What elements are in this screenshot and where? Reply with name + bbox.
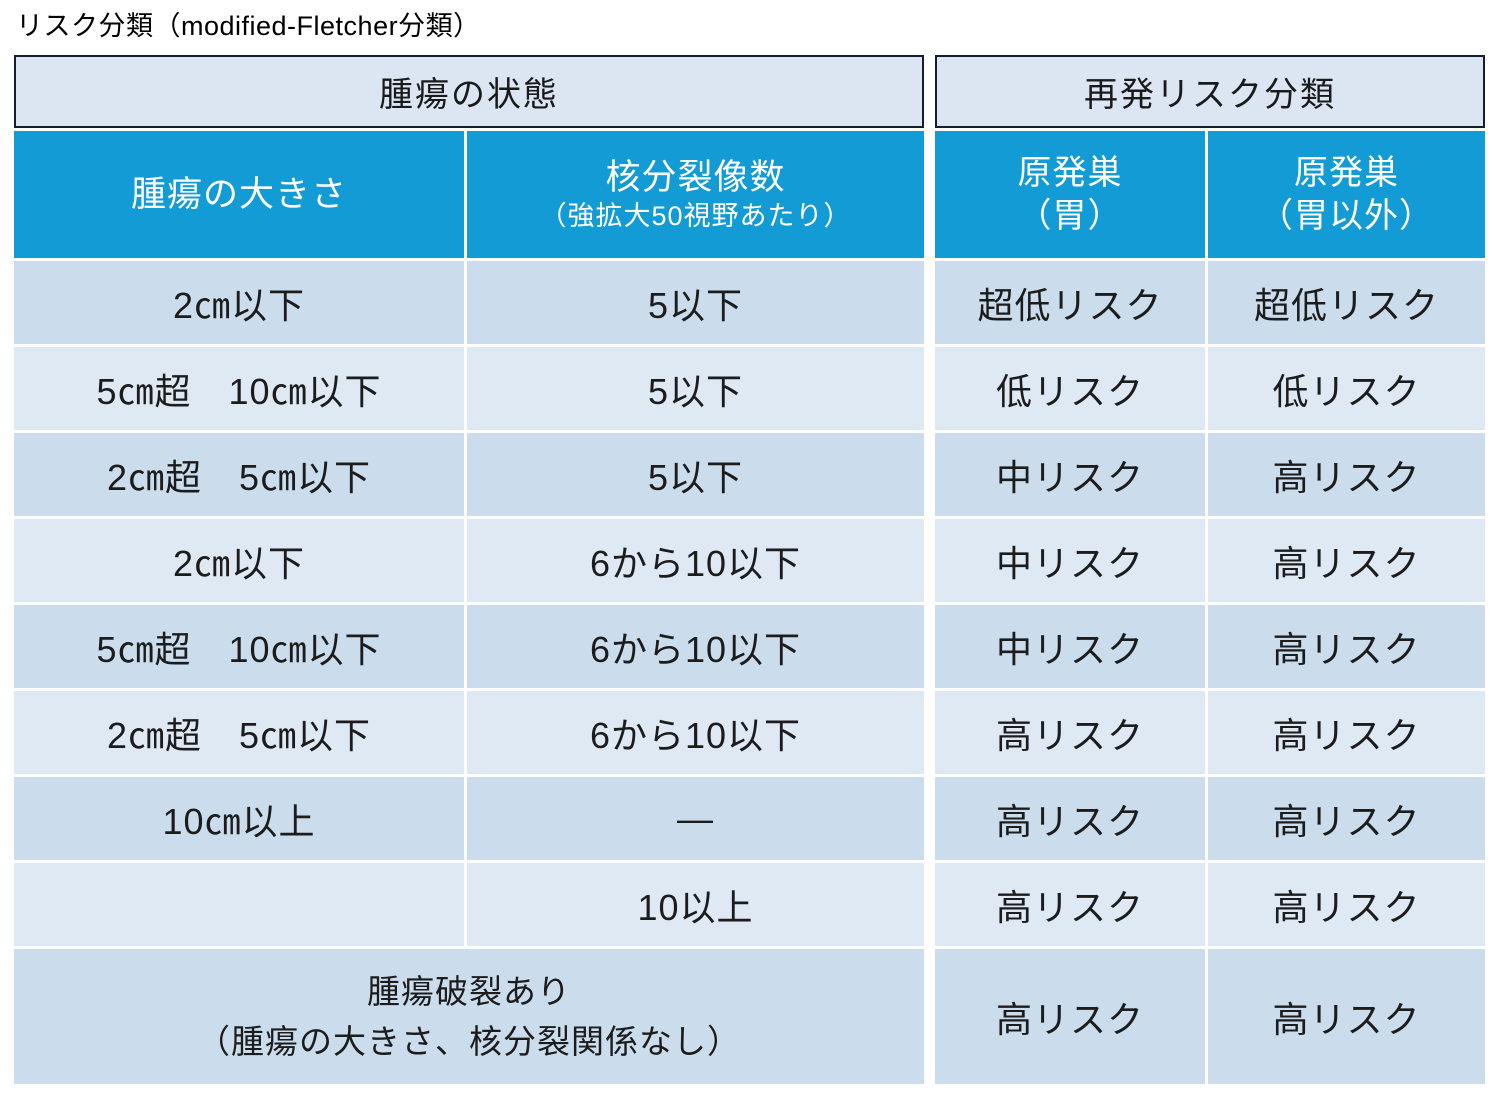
cell-r9-stomach-risk: 高リスク: [935, 949, 1205, 1084]
cell-r5-size: 5㎝超 10㎝以下: [14, 605, 464, 688]
column-header-primary-stomach-sublabel: （胃）: [1017, 196, 1123, 235]
cell-r3-stomach-risk: 中リスク: [935, 433, 1205, 516]
cell-r4-non-stomach-risk: 高リスク: [1208, 519, 1485, 602]
risk-classification-table: 腫瘍の状態 再発リスク分類 腫瘍の大きさ 核分裂像数 （強拡大50視野あたり） …: [14, 55, 1485, 1084]
column-header-primary-non-stomach-label: 原発巣: [1294, 154, 1399, 192]
cell-r7-size: 10㎝以上: [14, 777, 464, 860]
cell-r5-non-stomach-risk: 高リスク: [1208, 605, 1485, 688]
cell-r6-stomach-risk: 高リスク: [935, 691, 1205, 774]
cell-r9-rupture-line1: 腫瘍破裂あり: [367, 973, 571, 1010]
cell-r2-non-stomach-risk: 低リスク: [1208, 347, 1485, 430]
cell-r9-rupture: 腫瘍破裂あり （腫瘍の大きさ、核分裂関係なし）: [14, 949, 924, 1084]
cell-r1-mitotic: 5以下: [467, 261, 924, 344]
group-header-tumor-state: 腫瘍の状態: [14, 55, 924, 128]
page-title: リスク分類（modified-Fletcher分類）: [16, 11, 481, 41]
cell-r7-stomach-risk: 高リスク: [935, 777, 1205, 860]
cell-r1-stomach-risk: 超低リスク: [935, 261, 1205, 344]
column-header-tumor-size: 腫瘍の大きさ: [14, 131, 464, 258]
cell-r3-mitotic: 5以下: [467, 433, 924, 516]
cell-r5-mitotic: 6から10以下: [467, 605, 924, 688]
group-header-recurrence-risk: 再発リスク分類: [935, 55, 1485, 128]
cell-r1-size: 2㎝以下: [14, 261, 464, 344]
cell-r6-mitotic: 6から10以下: [467, 691, 924, 774]
cell-r2-stomach-risk: 低リスク: [935, 347, 1205, 430]
cell-r8-mitotic: 10以上: [467, 863, 924, 946]
column-header-primary-non-stomach-sublabel: （胃以外）: [1259, 196, 1434, 235]
column-header-primary-stomach: 原発巣 （胃）: [935, 131, 1205, 258]
cell-r7-mitotic: ―: [467, 777, 924, 860]
cell-r9-non-stomach-risk: 高リスク: [1208, 949, 1485, 1084]
column-header-primary-non-stomach: 原発巣 （胃以外）: [1208, 131, 1485, 258]
column-header-primary-stomach-label: 原発巣: [1017, 154, 1123, 192]
cell-r2-mitotic: 5以下: [467, 347, 924, 430]
cell-r6-non-stomach-risk: 高リスク: [1208, 691, 1485, 774]
cell-r8-size-empty: [14, 863, 464, 946]
cell-r8-non-stomach-risk: 高リスク: [1208, 863, 1485, 946]
cell-r8-stomach-risk: 高リスク: [935, 863, 1205, 946]
column-header-mitotic-count-label: 核分裂像数: [605, 157, 786, 197]
column-header-mitotic-count-sublabel: （強拡大50視野あたり）: [539, 200, 852, 231]
cell-r9-rupture-line2: （腫瘍の大きさ、核分裂関係なし）: [197, 1022, 741, 1060]
cell-r3-size: 2㎝超 5㎝以下: [14, 433, 464, 516]
cell-r4-stomach-risk: 中リスク: [935, 519, 1205, 602]
cell-r4-mitotic: 6から10以下: [467, 519, 924, 602]
cell-r3-non-stomach-risk: 高リスク: [1208, 433, 1485, 516]
column-header-mitotic-count: 核分裂像数 （強拡大50視野あたり）: [467, 131, 924, 258]
cell-r6-size: 2㎝超 5㎝以下: [14, 691, 464, 774]
cell-r2-size: 5㎝超 10㎝以下: [14, 347, 464, 430]
cell-r4-size: 2㎝以下: [14, 519, 464, 602]
column-header-tumor-size-label: 腫瘍の大きさ: [130, 174, 347, 214]
cell-r5-stomach-risk: 中リスク: [935, 605, 1205, 688]
cell-r7-non-stomach-risk: 高リスク: [1208, 777, 1485, 860]
cell-r1-non-stomach-risk: 超低リスク: [1208, 261, 1485, 344]
